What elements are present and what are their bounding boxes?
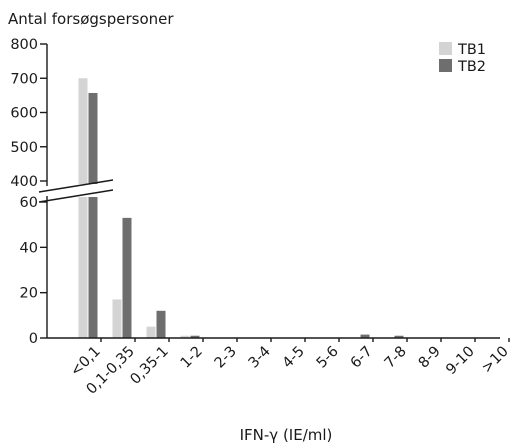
x-tick-label-3: 1-2 (178, 344, 206, 372)
axis-break-gap (38, 184, 118, 197)
y-tick-label-60: 60 (20, 195, 38, 211)
bar-tb2-2 (156, 310, 166, 338)
y-tick-label-700: 700 (10, 71, 38, 87)
bar-tb2-8 (360, 334, 370, 338)
bar-tb2-9 (394, 335, 404, 338)
axis-break-mark-upper (38, 179, 114, 193)
legend-swatch-tb1 (439, 42, 452, 55)
y-tick-label-40: 40 (20, 240, 38, 256)
bars-group (38, 78, 404, 338)
y-tick-label-20: 20 (20, 286, 38, 302)
x-axis: <0,10,1-0,350,35-1 1-2 2-3 3-4 4-5 5-6 6-7 7-8 8… (47, 337, 512, 398)
x-tick-label-8: 6-7 (348, 344, 376, 372)
legend-label-tb1: TB1 (457, 42, 486, 58)
bar-tb1-0 (78, 78, 88, 338)
x-tick-label-11: 9-10 (443, 344, 478, 379)
x-tick-label-12: >10 (479, 344, 512, 377)
y-tick-label-400: 400 (10, 174, 38, 190)
x-tick-label-10: 8-9 (416, 344, 444, 372)
y-tick-label-800: 800 (10, 37, 38, 53)
x-tick-label-2: 0,35-1 (127, 344, 171, 388)
bar-tb1-1 (112, 299, 122, 338)
bar-tb2-0 (88, 92, 98, 338)
x-tick-label-4: 2-3 (212, 344, 240, 372)
y-axis-title: Antal forsøgspersoner (8, 10, 174, 28)
bar-tb1-2 (146, 326, 156, 338)
x-tick-label-9: 7-8 (382, 344, 410, 372)
bar-tb2-3 (190, 335, 200, 338)
y-axis: 400 500 600 700 800 0 20 40 60 (10, 37, 48, 347)
x-tick-label-6: 4-5 (280, 344, 308, 372)
x-tick-label-5: 3-4 (246, 344, 274, 372)
bar-tb1-3 (180, 335, 190, 338)
x-tick-label-7: 5-6 (314, 344, 342, 372)
y-tick-label-600: 600 (10, 106, 38, 122)
axis-break-mark-lower (38, 189, 114, 203)
y-tick-label-500: 500 (10, 140, 38, 156)
legend-swatch-tb2 (439, 59, 452, 72)
bar-tb2-1 (122, 217, 132, 338)
legend-label-tb2: TB2 (457, 59, 486, 75)
x-axis-title: IFN-γ (IE/ml) (240, 426, 333, 444)
y-tick-label-0: 0 (29, 331, 38, 347)
